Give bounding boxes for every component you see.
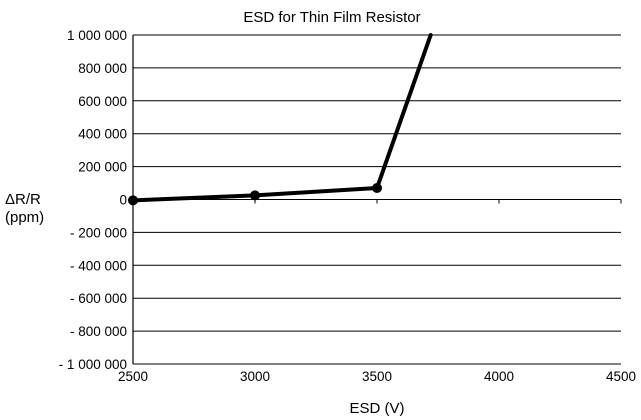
x-tick-label: 4000: [484, 369, 514, 384]
y-tick-label: 800 000: [78, 61, 127, 76]
y-tick-label: 400 000: [78, 127, 127, 142]
y-tick-label: - 1 000 000: [59, 357, 127, 372]
y-tick-label: - 800 000: [70, 324, 127, 339]
x-tick-label: 3000: [240, 369, 270, 384]
data-point: [250, 190, 260, 201]
y-tick-label: - 600 000: [70, 291, 127, 306]
y-tick-label: - 200 000: [70, 225, 127, 240]
y-axis-ticks: 1 000 000 800 000 600 000 400 000 200 000 0 - …: [59, 28, 127, 372]
x-tick-label: 2500: [118, 369, 148, 384]
y-tick-label: - 400 000: [70, 258, 127, 273]
y-tick-label: 600 000: [78, 94, 127, 109]
series: [128, 33, 433, 206]
data-point: [372, 182, 382, 193]
chart-title: ESD for Thin Film Resistor: [243, 9, 420, 26]
y-axis-label-line1: ΔR/R: [5, 191, 41, 208]
y-axis-label-line2: (ppm): [5, 209, 44, 226]
data-point: [128, 195, 138, 206]
series-line: [131, 33, 433, 203]
y-tick-label: 1 000 000: [67, 28, 127, 43]
x-axis-label: ESD (V): [349, 400, 404, 417]
x-tick-label: 4500: [606, 369, 636, 384]
y-tick-label: 0: [119, 193, 127, 208]
y-tick-label: 200 000: [78, 160, 127, 175]
x-tick-label: 3500: [362, 369, 392, 384]
x-axis-ticks: 2500 3000 3500 4000 4500: [118, 369, 636, 384]
